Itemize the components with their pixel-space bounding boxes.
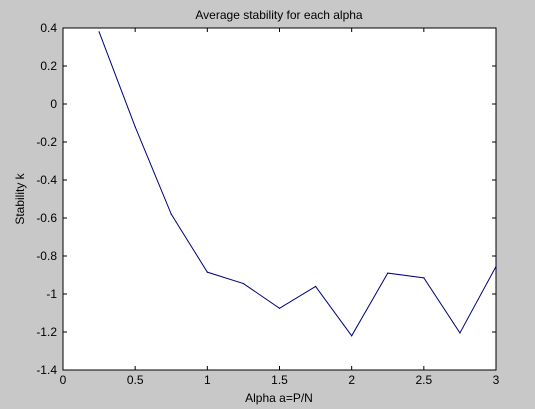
y-tick-label: -1.4 bbox=[36, 363, 57, 377]
data-point bbox=[459, 332, 461, 334]
y-tick-label: -0.2 bbox=[36, 135, 57, 149]
y-tick-label: -0.4 bbox=[36, 173, 57, 187]
y-tick-label: 0.4 bbox=[40, 21, 57, 35]
x-axis-label: Alpha a=P/N bbox=[245, 391, 313, 405]
y-tick-label: -1.2 bbox=[36, 325, 57, 339]
x-tick-label: 0 bbox=[60, 373, 67, 387]
x-tick-label: 2 bbox=[348, 373, 355, 387]
x-tick-label: 3 bbox=[493, 373, 500, 387]
x-tick-label: 1.5 bbox=[271, 373, 288, 387]
axis-ticks: 0 0.5 1 1.5 2 2.5 3 0.4 0.2 0 -0.2 -0.4 -0.6 -0.8 -1 -1… bbox=[36, 21, 499, 387]
x-tick-label: 2.5 bbox=[415, 373, 432, 387]
y-tick-label: -0.8 bbox=[36, 249, 57, 263]
data-point bbox=[495, 265, 497, 268]
x-tick-label: 1 bbox=[204, 373, 211, 387]
plot-area bbox=[62, 27, 497, 371]
data-point bbox=[423, 277, 425, 279]
x-tick-label: 0.5 bbox=[127, 373, 144, 387]
data-point bbox=[134, 126, 136, 128]
y-tick-label: 0 bbox=[50, 97, 57, 111]
data-point bbox=[170, 213, 172, 215]
series-line bbox=[98, 31, 497, 337]
data-point bbox=[314, 285, 317, 287]
y-axis-label: Stability k bbox=[13, 172, 27, 224]
data-point bbox=[278, 307, 281, 309]
data-point bbox=[387, 272, 389, 274]
series-group bbox=[98, 31, 497, 337]
data-point bbox=[242, 282, 245, 285]
y-tick-label: -0.6 bbox=[36, 211, 57, 225]
data-point bbox=[206, 271, 208, 273]
data-point bbox=[351, 335, 353, 337]
y-tick-label: 0.2 bbox=[40, 59, 57, 73]
chart-title: Average stability for each alpha bbox=[195, 8, 363, 22]
y-tick-label: -1 bbox=[46, 287, 57, 301]
data-point bbox=[98, 31, 100, 33]
